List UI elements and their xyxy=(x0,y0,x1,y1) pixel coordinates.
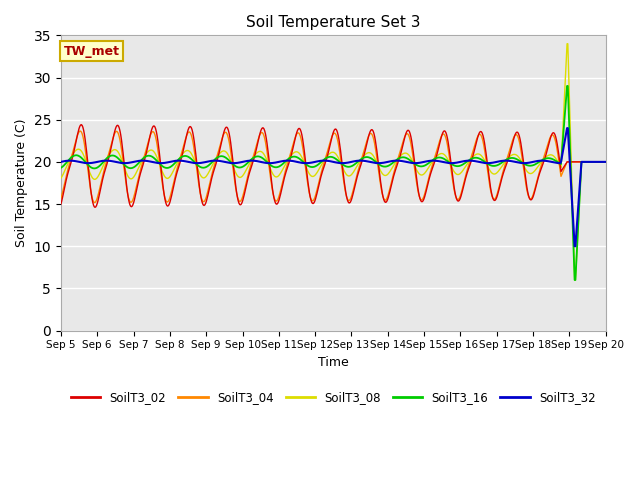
Legend: SoilT3_02, SoilT3_04, SoilT3_08, SoilT3_16, SoilT3_32: SoilT3_02, SoilT3_04, SoilT3_08, SoilT3_… xyxy=(66,387,600,409)
X-axis label: Time: Time xyxy=(318,356,349,369)
Title: Soil Temperature Set 3: Soil Temperature Set 3 xyxy=(246,15,420,30)
Y-axis label: Soil Temperature (C): Soil Temperature (C) xyxy=(15,119,28,247)
Text: TW_met: TW_met xyxy=(63,45,120,58)
